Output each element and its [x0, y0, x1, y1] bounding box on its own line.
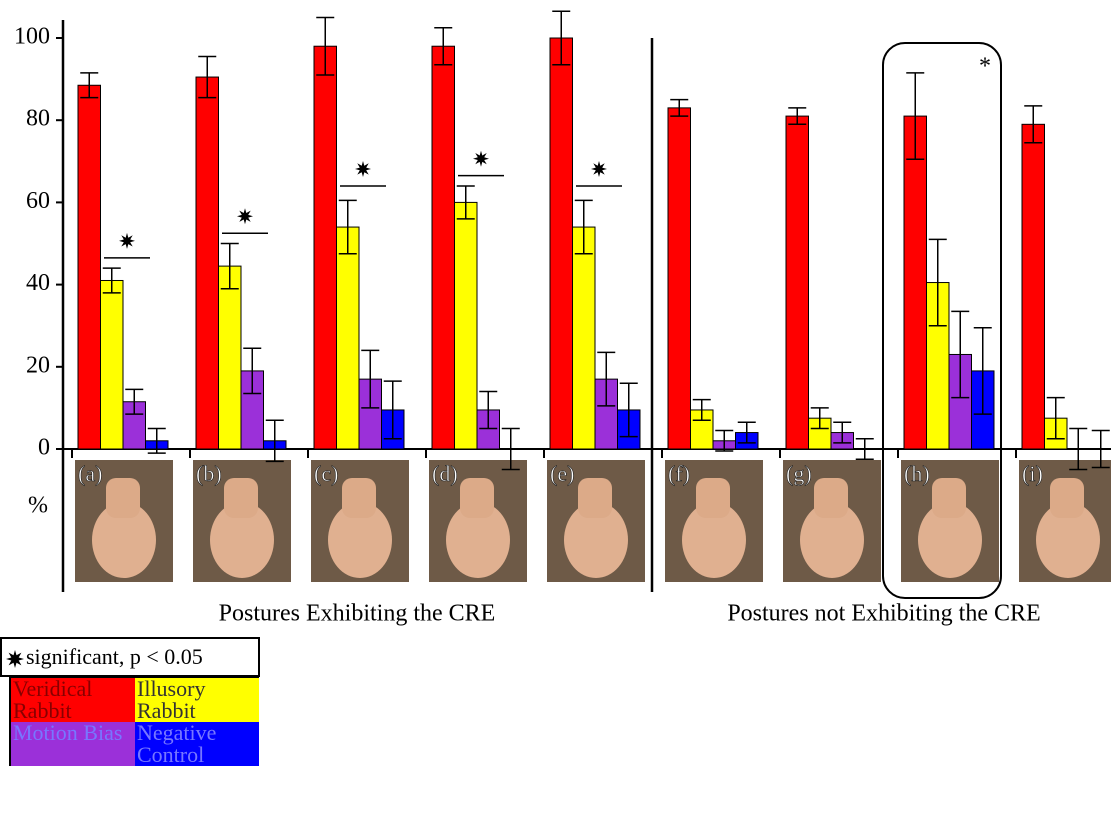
- category-label: (b): [196, 461, 222, 486]
- finger: [460, 478, 494, 518]
- bar: [432, 46, 455, 449]
- finger: [106, 478, 140, 518]
- category-label: (g): [786, 461, 812, 486]
- category-label: (a): [78, 461, 102, 486]
- finger: [1050, 478, 1084, 518]
- star: [6, 650, 24, 668]
- bar: [78, 85, 101, 449]
- bar: [337, 227, 360, 449]
- significance-star: [473, 151, 489, 167]
- highlight-label: *: [979, 54, 991, 80]
- category-label: (h): [904, 461, 930, 486]
- significance-star: [591, 161, 607, 177]
- bar: [1022, 124, 1045, 449]
- y-tick-label: 0: [38, 435, 50, 461]
- legend-note: significant, p < 0.05: [0, 637, 260, 677]
- bar: [196, 77, 219, 449]
- y-tick-label: 60: [26, 188, 50, 214]
- group-label: Postures not Exhibiting the CRE: [727, 601, 1040, 627]
- significance-star: [355, 161, 371, 177]
- legend-note-text: significant, p < 0.05: [26, 644, 203, 669]
- bar: [219, 266, 242, 449]
- category-label: (i): [1022, 461, 1043, 486]
- category-label: (e): [550, 461, 574, 486]
- group-label: Postures Exhibiting the CRE: [219, 601, 496, 627]
- finger: [578, 478, 612, 518]
- finger: [224, 478, 258, 518]
- bar: [668, 108, 691, 449]
- finger: [696, 478, 730, 518]
- significance-star: [119, 233, 135, 249]
- category-label: (f): [668, 461, 690, 486]
- legend-entry: Negative Control: [135, 722, 259, 766]
- finger: [342, 478, 376, 518]
- legend-entry: Motion Bias: [11, 722, 135, 766]
- bar: [904, 116, 927, 449]
- bar: [550, 38, 573, 449]
- significance-star: [237, 208, 253, 224]
- legend-star: [5, 649, 25, 669]
- y-tick-label: 20: [26, 352, 50, 378]
- y-tick-label: 80: [26, 106, 50, 132]
- bar: [573, 227, 596, 449]
- finger: [932, 478, 966, 518]
- finger: [814, 478, 848, 518]
- bar: [314, 46, 337, 449]
- category-label: (d): [432, 461, 458, 486]
- bar: [455, 202, 478, 449]
- page: * % Postures Exhibiting the CRE Postures…: [0, 0, 1111, 816]
- legend-entry: Illusory Rabbit: [135, 678, 259, 722]
- bar: [786, 116, 809, 449]
- category-label: (c): [314, 461, 338, 486]
- bar: [101, 280, 124, 449]
- legend-entry: Veridical Rabbit: [11, 678, 135, 722]
- y-tick-label: 100: [14, 24, 50, 50]
- y-label: %: [28, 493, 48, 519]
- y-tick-label: 40: [26, 270, 50, 296]
